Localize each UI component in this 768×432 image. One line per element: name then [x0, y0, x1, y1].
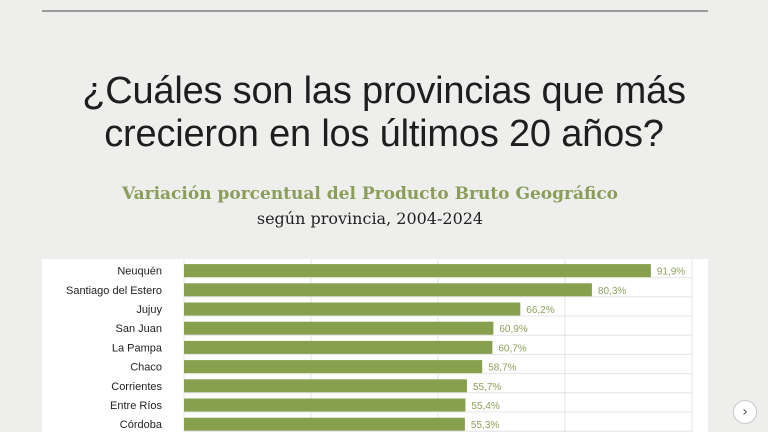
- data-label: 91,9%: [657, 267, 685, 278]
- chart-subtitle: según provincia, 2004-2024: [256, 209, 484, 228]
- bar: [184, 321, 494, 335]
- bar: [184, 302, 521, 316]
- chart-panel: Neuquén 91,9% Santiago del Estero 80,3% Juju…: [42, 259, 708, 432]
- headline-line-1: ¿Cuáles son las provincias que más: [82, 70, 686, 112]
- data-label: 55,4%: [471, 401, 499, 412]
- data-label: 55,7%: [473, 382, 501, 393]
- category-label: Corrientes: [111, 381, 162, 393]
- bar: [184, 283, 592, 297]
- data-label: 60,7%: [498, 343, 526, 354]
- bar: [184, 264, 651, 278]
- bar: [184, 379, 467, 393]
- data-label: 80,3%: [598, 286, 626, 297]
- bar: [184, 360, 483, 374]
- category-label: Chaco: [130, 362, 162, 374]
- headline: ¿Cuáles son las provincias que más creci…: [0, 70, 768, 156]
- bar: [184, 417, 465, 431]
- category-label: Neuquén: [117, 266, 162, 278]
- category-label: La Pampa: [112, 342, 163, 354]
- category-label: Jujuy: [136, 304, 162, 316]
- chart-title: Variación porcentual del Producto Bruto …: [121, 184, 619, 204]
- top-divider: [42, 10, 708, 12]
- data-label: 55,3%: [471, 420, 499, 431]
- chevron-right-icon: ›: [742, 404, 748, 420]
- data-label: 60,9%: [499, 324, 527, 335]
- grid-lines: [183, 259, 693, 432]
- bar: [184, 398, 466, 412]
- bar-chart: Neuquén 91,9% Santiago del Estero 80,3% Juju…: [66, 259, 693, 432]
- next-slide-button[interactable]: ›: [733, 400, 757, 424]
- data-label: 58,7%: [488, 363, 516, 374]
- category-label: Entre Ríos: [110, 400, 162, 412]
- data-label: 66,2%: [526, 305, 554, 316]
- category-label: Santiago del Estero: [66, 285, 162, 297]
- category-label: Córdoba: [120, 419, 163, 431]
- category-label: San Juan: [116, 323, 162, 335]
- bar: [184, 340, 493, 354]
- headline-line-2: crecieron en los últimos 20 años?: [104, 113, 664, 155]
